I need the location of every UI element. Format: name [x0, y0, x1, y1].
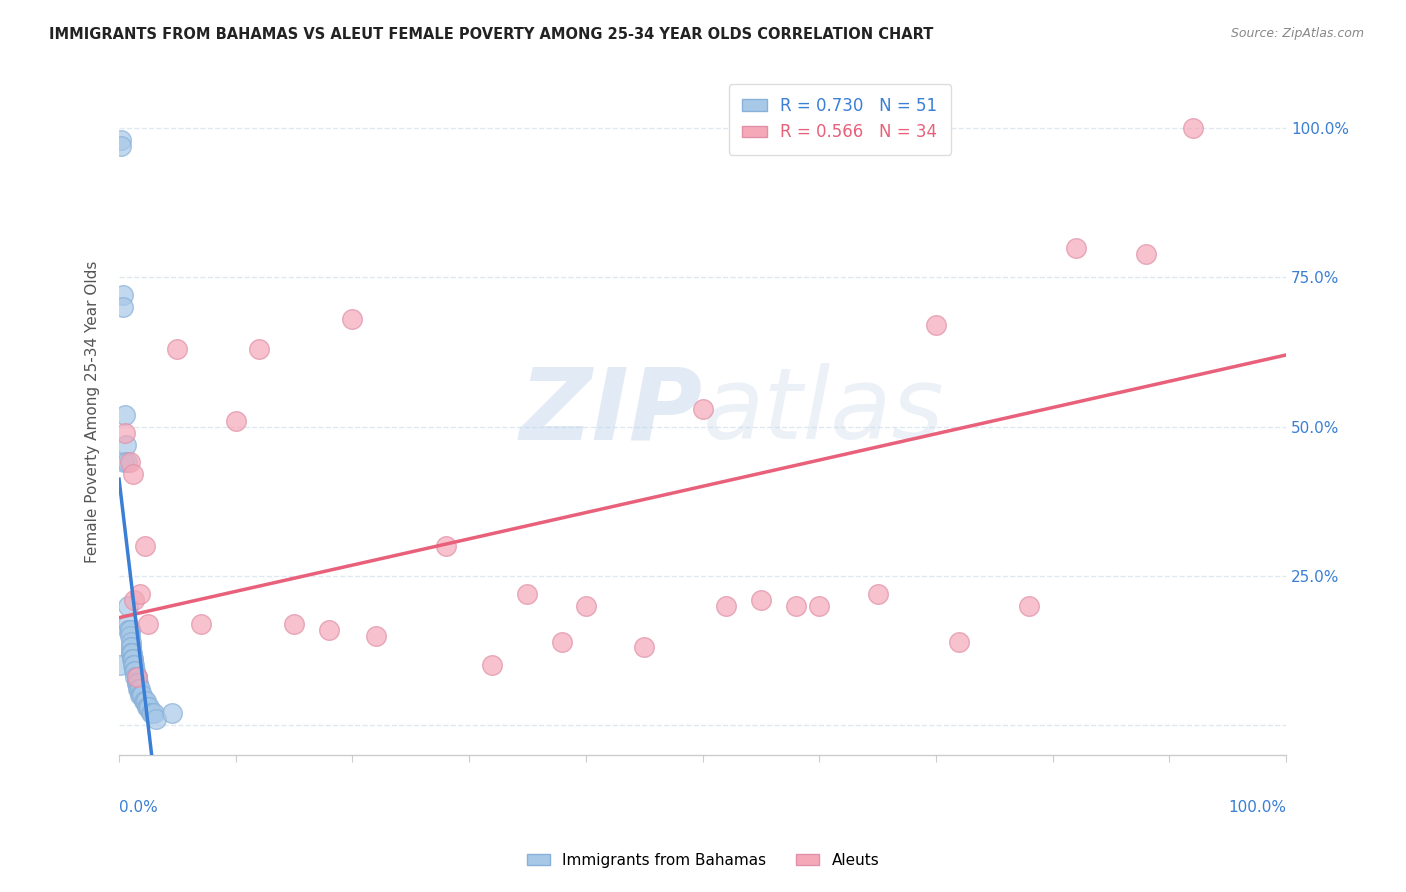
Point: [120, 634, 142, 648]
Point: [247, 342, 270, 356]
Point: [125, 670, 148, 684]
Point: [1018, 599, 1040, 613]
Point: [143, 706, 166, 720]
Point: [141, 706, 163, 720]
Point: [160, 706, 183, 720]
Point: [129, 688, 152, 702]
Point: [115, 455, 138, 469]
Point: [481, 658, 503, 673]
Text: IMMIGRANTS FROM BAHAMAS VS ALEUT FEMALE POVERTY AMONG 25-34 YEAR OLDS CORRELATIO: IMMIGRANTS FROM BAHAMAS VS ALEUT FEMALE …: [49, 27, 934, 42]
Point: [125, 670, 148, 684]
Point: [190, 616, 212, 631]
Point: [122, 652, 145, 666]
Point: [318, 623, 340, 637]
Point: [120, 640, 142, 655]
Point: [127, 676, 149, 690]
Point: [117, 616, 139, 631]
Point: [125, 676, 148, 690]
Text: atlas: atlas: [703, 363, 945, 460]
Point: [118, 628, 141, 642]
Point: [129, 688, 152, 702]
Point: [111, 288, 134, 302]
Point: [122, 658, 145, 673]
Point: [118, 623, 141, 637]
Point: [364, 628, 387, 642]
Point: [111, 300, 134, 314]
Point: [866, 587, 889, 601]
Point: [134, 694, 156, 708]
Point: [129, 682, 152, 697]
Point: [132, 694, 155, 708]
Point: [115, 437, 138, 451]
Point: [1135, 246, 1157, 260]
Point: [134, 539, 156, 553]
Point: [121, 647, 143, 661]
Point: [129, 587, 152, 601]
Point: [136, 700, 159, 714]
Point: [135, 694, 157, 708]
Point: [121, 652, 143, 666]
Point: [131, 688, 153, 702]
Point: [114, 408, 136, 422]
Point: [342, 312, 364, 326]
Text: ZIP: ZIP: [519, 363, 703, 460]
Point: [692, 401, 714, 416]
Point: [124, 670, 146, 684]
Point: [125, 670, 148, 684]
Point: [749, 592, 772, 607]
Point: [122, 665, 145, 679]
Point: [948, 634, 970, 648]
Text: 100.0%: 100.0%: [1227, 799, 1286, 814]
Point: [145, 712, 167, 726]
Text: Source: ZipAtlas.com: Source: ZipAtlas.com: [1230, 27, 1364, 40]
Point: [225, 414, 247, 428]
Point: [714, 599, 737, 613]
Point: [110, 133, 132, 147]
Point: [117, 623, 139, 637]
Legend: Immigrants from Bahamas, Aleuts: Immigrants from Bahamas, Aleuts: [519, 845, 887, 875]
Point: [166, 342, 188, 356]
Point: [1064, 241, 1087, 255]
Point: [138, 700, 160, 714]
Point: [118, 623, 141, 637]
Y-axis label: Female Poverty Among 25-34 Year Olds: Female Poverty Among 25-34 Year Olds: [86, 260, 100, 563]
Point: [120, 647, 142, 661]
Point: [136, 700, 159, 714]
Point: [516, 587, 538, 601]
Point: [117, 599, 139, 613]
Point: [925, 318, 948, 333]
Point: [110, 658, 132, 673]
Point: [122, 592, 145, 607]
Point: [551, 634, 574, 648]
Point: [114, 425, 136, 440]
Point: [125, 676, 148, 690]
Point: [633, 640, 655, 655]
Point: [127, 682, 149, 697]
Point: [122, 652, 145, 666]
Point: [112, 455, 135, 469]
Point: [808, 599, 831, 613]
Point: [120, 647, 142, 661]
Text: 0.0%: 0.0%: [120, 799, 157, 814]
Point: [122, 658, 145, 673]
Point: [1181, 121, 1204, 136]
Point: [139, 706, 162, 720]
Point: [434, 539, 457, 553]
Point: [785, 599, 807, 613]
Point: [120, 640, 142, 655]
Point: [110, 139, 132, 153]
Point: [122, 467, 145, 482]
Point: [575, 599, 598, 613]
Point: [128, 682, 150, 697]
Point: [136, 616, 159, 631]
Point: [283, 616, 305, 631]
Point: [124, 665, 146, 679]
Point: [118, 455, 141, 469]
Legend: R = 0.730   N = 51, R = 0.566   N = 34: R = 0.730 N = 51, R = 0.566 N = 34: [728, 84, 950, 154]
